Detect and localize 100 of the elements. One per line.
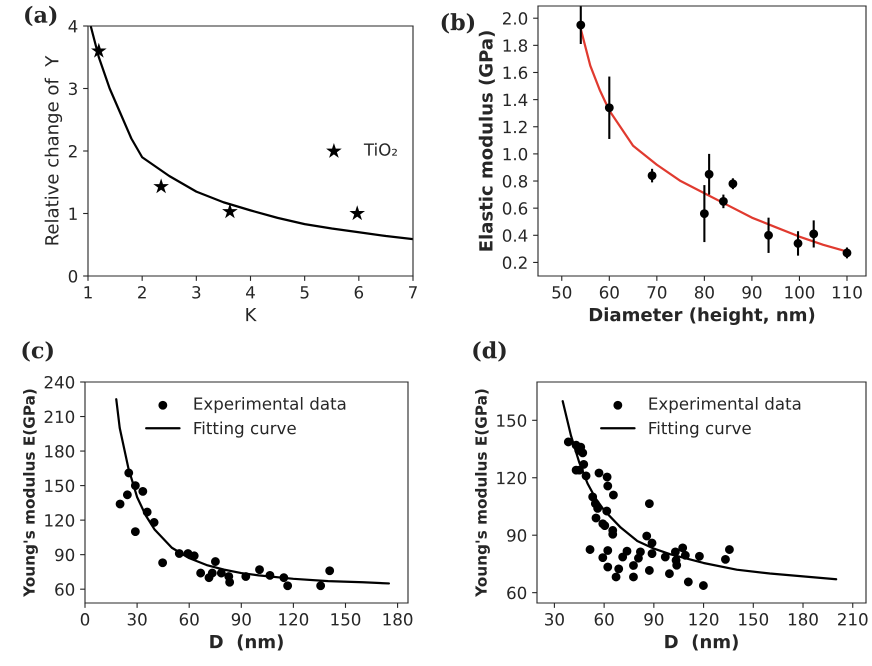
y-tick-label: 2 — [68, 144, 77, 158]
legend-label: Experimental data — [649, 397, 800, 414]
point — [809, 230, 818, 238]
y-tick-label: 1.6 — [504, 66, 528, 80]
point — [598, 553, 608, 562]
y-tick-label: 3 — [68, 82, 77, 96]
point — [216, 568, 226, 578]
point — [582, 471, 590, 480]
x-axis-title: Diameter (height, nm) — [590, 307, 814, 326]
y-tick-label: 1 — [70, 208, 77, 220]
y-axis-title: Elastic modulus (GPa) — [478, 31, 495, 251]
x-tick-label: 120 — [279, 613, 308, 626]
y-tick-label: 240 — [44, 376, 74, 389]
x-tick-label: 60 — [594, 613, 614, 626]
point — [241, 572, 250, 581]
point — [629, 572, 638, 582]
point — [222, 203, 238, 218]
point — [794, 239, 802, 248]
point — [122, 490, 132, 500]
point — [130, 481, 140, 490]
y-tick-label: 60 — [507, 586, 526, 600]
point — [91, 42, 107, 58]
point — [150, 518, 159, 527]
point — [142, 508, 152, 516]
point — [325, 566, 334, 576]
x-tick-label: 150 — [331, 613, 360, 626]
point — [719, 196, 728, 206]
x-tick-label: 100 — [785, 286, 814, 299]
point — [609, 490, 618, 500]
point — [225, 578, 234, 587]
y-axis-title: Young's modulus E(GPa) — [475, 389, 490, 598]
x-tick-label: 180 — [788, 613, 818, 626]
point — [279, 573, 288, 582]
y-tick-label: 0.8 — [502, 174, 528, 188]
chart-title: (a) — [25, 6, 56, 26]
x-tick-label: 80 — [694, 286, 714, 299]
point — [579, 460, 588, 469]
x-tick-label: 2 — [138, 286, 146, 298]
y-tick-label: 1.4 — [504, 94, 528, 106]
y-tick-label: 180 — [45, 445, 74, 458]
x-tick-label: 0 — [80, 613, 90, 626]
x-axis-title: K — [246, 308, 257, 322]
point — [586, 545, 594, 554]
y-tick-label: 90 — [55, 548, 74, 562]
y-tick-label: 90 — [507, 529, 526, 542]
y-axis-title: Young's modulus E(GPa) — [23, 389, 38, 598]
point — [684, 578, 693, 586]
point — [603, 546, 612, 555]
chart-title: (b) — [442, 13, 474, 34]
x-tick-label: 90 — [742, 286, 762, 299]
x-tick-label: 30 — [545, 613, 564, 626]
point — [124, 468, 134, 478]
point — [644, 499, 654, 508]
x-axis-title: D (nm) — [210, 634, 283, 651]
y-tick-label: 150 — [45, 480, 74, 492]
x-tick-label: 7 — [409, 286, 417, 298]
y-tick-label: 1.8 — [504, 39, 528, 52]
point — [602, 506, 612, 516]
point — [612, 572, 620, 582]
point — [680, 550, 690, 560]
x-tick-label: 70 — [648, 286, 666, 299]
chart-title: (c) — [22, 341, 53, 362]
point — [196, 568, 206, 578]
point — [728, 179, 738, 188]
point — [636, 547, 645, 556]
x-tick-label: 50 — [552, 286, 572, 299]
line-series — [90, 26, 413, 240]
x-tick-label: 110 — [832, 286, 862, 299]
point — [614, 564, 624, 574]
y-tick-label: 1.2 — [504, 120, 527, 134]
point — [629, 561, 638, 570]
point — [564, 438, 573, 446]
point — [190, 551, 199, 560]
point — [721, 554, 730, 564]
y-tick-label: 120 — [497, 472, 526, 484]
point — [644, 566, 654, 575]
point — [603, 482, 612, 490]
point — [576, 20, 586, 30]
point — [678, 543, 688, 552]
x-axis-title: D (nm) — [665, 634, 738, 651]
y-tick-label: 210 — [44, 410, 74, 424]
point — [842, 248, 852, 258]
point — [255, 565, 264, 574]
point — [283, 581, 292, 590]
point — [208, 568, 217, 578]
x-tick-label: 6 — [354, 286, 364, 299]
point — [593, 504, 602, 513]
point — [592, 514, 600, 522]
point — [604, 103, 614, 112]
y-tick-label: 1.0 — [504, 148, 528, 160]
point — [116, 500, 124, 508]
x-tick-label: 90 — [644, 613, 664, 626]
y-tick-label: 4 — [68, 20, 78, 32]
point — [588, 492, 598, 502]
point — [671, 547, 680, 556]
point — [349, 205, 366, 220]
x-tick-label: 210 — [838, 613, 868, 626]
point — [622, 546, 632, 556]
y-axis-title: Relative change of Y — [44, 56, 62, 245]
y-tick-label: 0.6 — [502, 202, 528, 215]
